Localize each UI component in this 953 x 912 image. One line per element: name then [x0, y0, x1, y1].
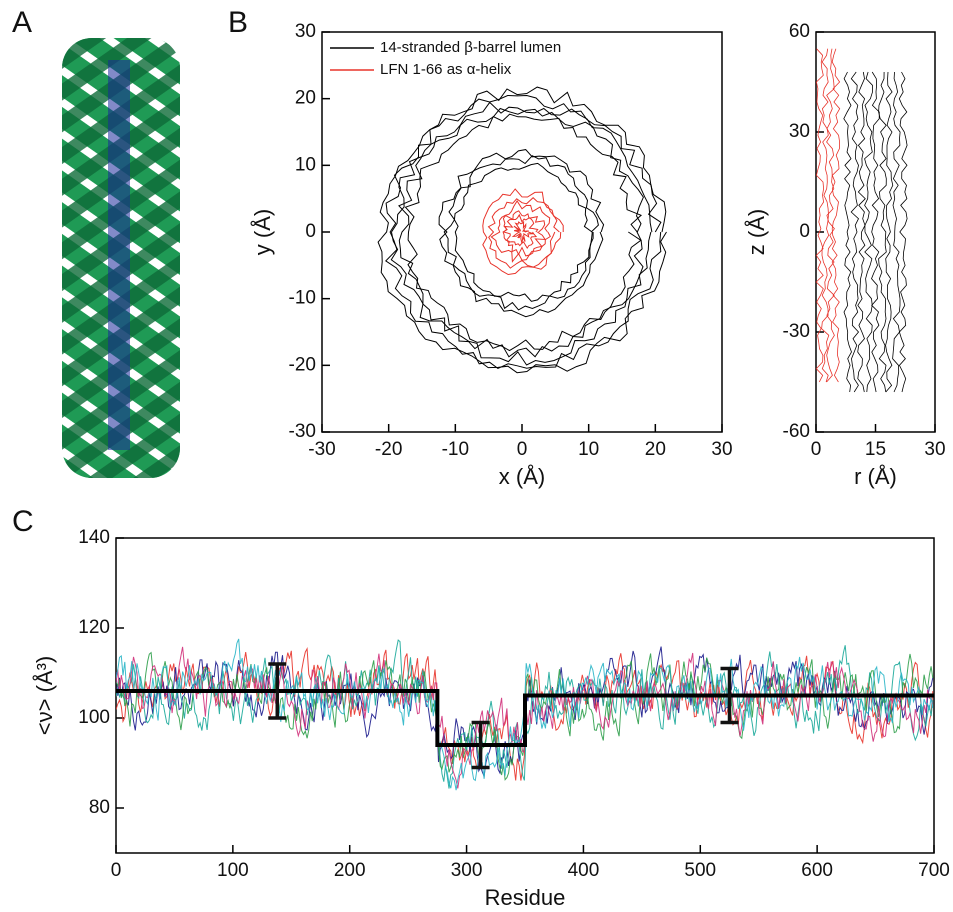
contour-barrel: [871, 71, 880, 393]
noise-trace: [116, 646, 934, 789]
y-axis-label: z (Å): [744, 209, 769, 255]
x-tick-label: 700: [918, 860, 950, 881]
x-tick-label: -30: [308, 439, 335, 460]
contour-barrel: [892, 71, 901, 393]
x-axis-label: Residue: [485, 885, 566, 910]
contour-inner: [438, 149, 605, 318]
x-tick-label: -20: [375, 439, 402, 460]
y-tick-label: 0: [305, 221, 316, 242]
y-tick-label: 10: [295, 154, 316, 175]
x-tick-label: 300: [451, 860, 483, 881]
y-tick-label: 30: [295, 21, 316, 42]
x-tick-label: 500: [684, 860, 716, 881]
contour-helix: [511, 220, 534, 244]
x-tick-label: 0: [517, 439, 528, 460]
contour-helix: [490, 200, 551, 263]
y-tick-label: 60: [789, 21, 810, 42]
contour-inner: [453, 162, 593, 302]
contour-helix: [482, 188, 564, 276]
contour-helix: [821, 48, 830, 383]
error-bar: [268, 662, 287, 720]
y-tick-label: -30: [289, 421, 316, 442]
x-tick-label: 15: [865, 439, 886, 460]
y-tick-label: -20: [289, 354, 316, 375]
x-axis-label: r (Å): [854, 464, 897, 489]
y-tick-label: -10: [289, 288, 316, 309]
x-tick-label: 0: [811, 439, 822, 460]
contour-helix: [487, 197, 560, 269]
y-tick-label: 80: [89, 797, 110, 818]
x-tick-label: 20: [645, 439, 666, 460]
x-tick-label: 200: [334, 860, 366, 881]
barrel-render: [62, 38, 180, 478]
y-tick-label: 20: [295, 88, 316, 109]
legend-label: LFN 1-66 as α-helix: [380, 61, 512, 78]
plot-frame: [815, 31, 936, 433]
x-tick-label: 30: [924, 439, 945, 460]
error-bar: [471, 720, 490, 770]
error-bar: [720, 666, 739, 725]
noise-trace: [116, 639, 934, 789]
contour-barrel: [850, 71, 860, 393]
x-tick-label: 10: [578, 439, 599, 460]
contour-helix: [826, 48, 835, 383]
y-axis-label: <ν> (Å³): [32, 656, 57, 735]
y-tick-label: 30: [789, 121, 810, 142]
x-tick-label: 100: [217, 860, 249, 881]
contour-outer: [404, 113, 643, 352]
contour-barrel: [885, 71, 894, 393]
y-tick-label: 120: [78, 617, 110, 638]
contour-outer: [398, 107, 644, 358]
x-tick-label: 600: [801, 860, 833, 881]
x-tick-label: -10: [442, 439, 469, 460]
contour-barrel: [898, 71, 908, 393]
y-tick-label: -60: [783, 421, 810, 442]
contour-barrel: [864, 71, 873, 393]
y-axis-label: y (Å): [250, 209, 275, 255]
y-tick-label: 140: [78, 527, 110, 548]
contour-helix: [815, 48, 825, 383]
mean-step-line: [116, 689, 934, 747]
contour-inner: [443, 155, 599, 311]
panel-label: A: [12, 6, 32, 39]
contour-barrel: [843, 71, 852, 393]
contour-outer: [385, 94, 662, 369]
contour-helix: [831, 48, 841, 383]
panel-label: C: [12, 505, 34, 538]
x-axis-label: x (Å): [499, 464, 545, 489]
y-tick-label: 100: [78, 707, 110, 728]
panel-label: B: [228, 6, 248, 39]
contour-barrel: [878, 71, 887, 393]
contour-outer: [377, 86, 667, 374]
x-tick-label: 0: [111, 860, 122, 881]
y-tick-label: 0: [799, 221, 810, 242]
x-tick-label: 400: [568, 860, 600, 881]
contour-barrel: [857, 71, 866, 393]
x-tick-label: 30: [711, 439, 732, 460]
legend-label: 14-stranded β-barrel lumen: [380, 39, 561, 56]
y-tick-label: -30: [783, 321, 810, 342]
